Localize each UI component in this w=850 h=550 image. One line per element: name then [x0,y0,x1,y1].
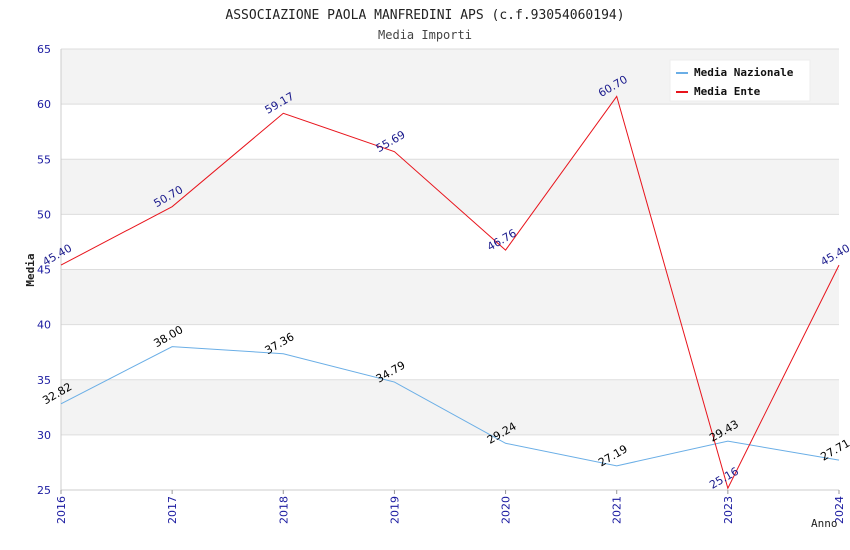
y-tick-label: 25 [37,484,51,497]
legend: Media Nazionale Media Ente [669,59,811,102]
y-tick-label: 30 [37,429,51,442]
axes [60,49,840,494]
y-tick-label: 50 [37,208,51,221]
x-tick-label: 2021 [611,496,624,524]
y-tick-label: 65 [37,43,51,56]
series-lines [60,95,840,490]
legend-entry: Media Ente [694,85,761,98]
grid-band [61,379,839,435]
y-axis-label: Media [24,253,37,286]
data-label: 38.00 [152,323,186,350]
data-label: 45.40 [818,242,850,269]
data-label: 25.16 [707,465,741,492]
y-tick-label: 35 [37,374,51,387]
chart-title: ASSOCIAZIONE PAOLA MANFREDINI APS (c.f.9… [225,8,624,23]
legend-box [669,59,811,102]
x-tick-label: 2017 [166,496,179,524]
y-tick-label: 55 [37,153,51,166]
x-tick-label: 2018 [277,496,290,524]
x-tick-label: 2019 [388,496,401,524]
x-tick-label: 2023 [722,496,735,524]
y-tick-labels: 25 30 35 40 45 50 55 60 65 [37,43,51,497]
data-label: 55.69 [374,128,408,155]
series-line-media-ente [60,95,840,490]
grid-band [61,269,839,325]
y-tick-label: 40 [37,319,51,332]
data-label: 46.76 [485,227,519,254]
plot-background-bands [61,49,839,435]
x-tick-label: 2020 [500,496,513,524]
y-tick-label: 45 [37,264,51,277]
x-tick-label: 2016 [55,496,68,524]
x-tick-label: 2024 [833,496,846,524]
x-tick-labels: 2016 2017 2018 2019 2020 2021 2023 2024 [55,496,846,524]
chart-subtitle: Media Importi [378,28,472,42]
legend-entry: Media Nazionale [694,66,794,79]
x-axis-label: Anno [811,517,838,530]
grid-band [61,159,839,215]
data-label: 45.40 [40,242,74,269]
y-tick-label: 60 [37,98,51,111]
series-line-media-nazionale [60,346,840,467]
